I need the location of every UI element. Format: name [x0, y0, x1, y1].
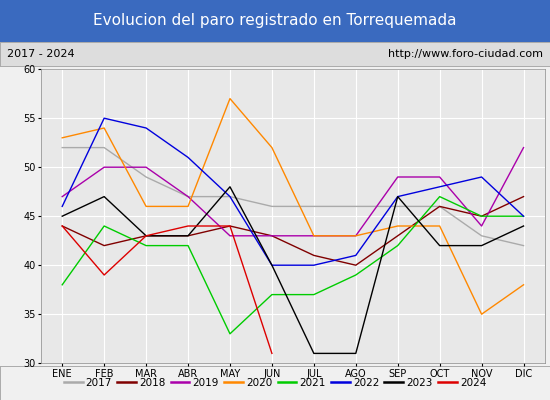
Text: Evolucion del paro registrado en Torrequemada: Evolucion del paro registrado en Torrequ…	[94, 14, 456, 28]
Text: http://www.foro-ciudad.com: http://www.foro-ciudad.com	[388, 49, 543, 59]
Legend: 2017, 2018, 2019, 2020, 2021, 2022, 2023, 2024: 2017, 2018, 2019, 2020, 2021, 2022, 2023…	[59, 374, 491, 392]
Text: 2017 - 2024: 2017 - 2024	[7, 49, 74, 59]
